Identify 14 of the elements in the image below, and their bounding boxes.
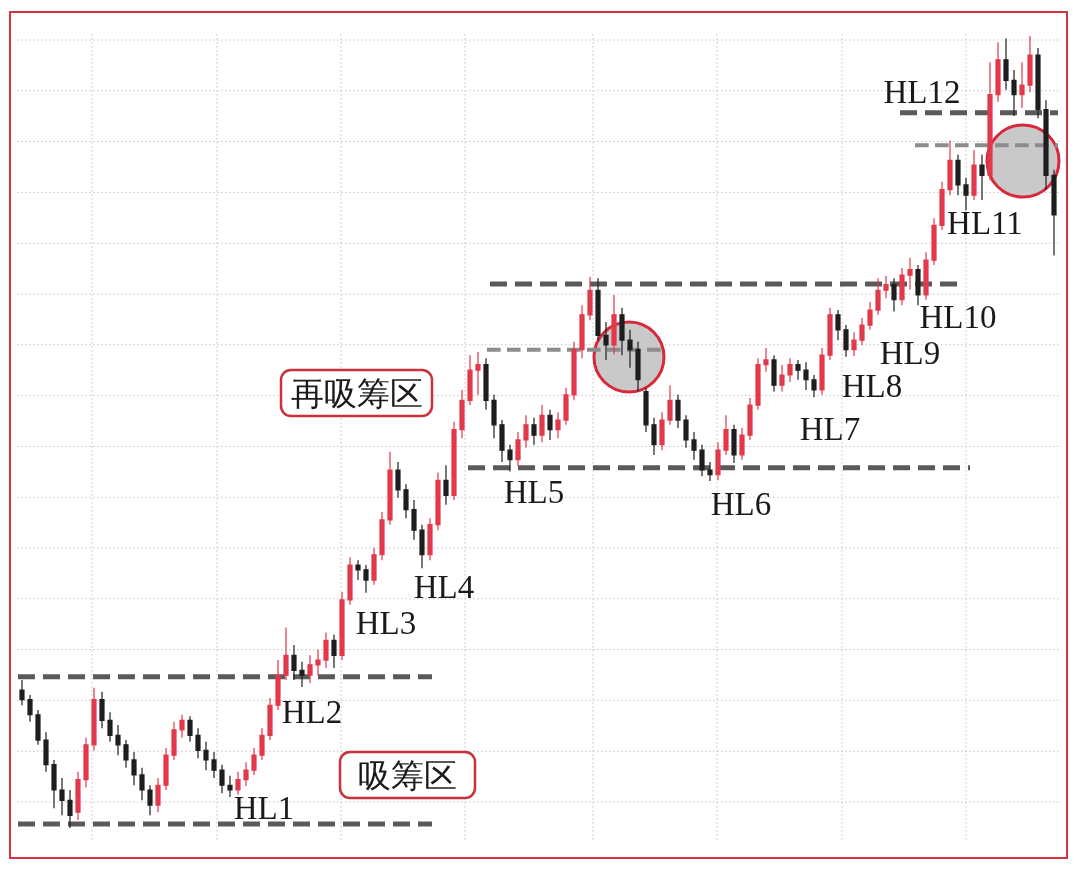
annotation: HL6 <box>710 486 772 522</box>
annotation: HL3 <box>355 605 417 641</box>
annotation: HL4 <box>413 569 475 605</box>
annotation: 再吸筹区 <box>291 376 423 412</box>
annotation: HL7 <box>799 411 861 447</box>
annotation: HL12 <box>883 74 961 110</box>
annotation: HL11 <box>947 205 1023 241</box>
annotation: HL8 <box>841 368 903 404</box>
annotation: HL2 <box>281 694 343 730</box>
annotation: HL5 <box>503 474 565 510</box>
annotation: HL1 <box>233 790 295 826</box>
annotation: 吸筹区 <box>357 758 457 794</box>
annotation: HL9 <box>879 335 941 371</box>
annotation: HL10 <box>919 299 997 335</box>
